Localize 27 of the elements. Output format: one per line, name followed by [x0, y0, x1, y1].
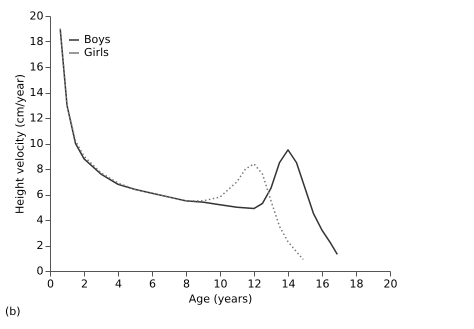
x-tick-label: 14	[282, 278, 296, 290]
x-tick-label: 16	[316, 278, 330, 290]
y-tick-label: 8	[36, 162, 44, 176]
x-tick-label: 0	[47, 278, 54, 290]
legend-label: Boys	[84, 33, 111, 46]
y-tick-label: 2	[36, 239, 44, 252]
y-tick-label: 10	[30, 137, 44, 150]
y-tick-label: 14	[30, 86, 44, 99]
x-tick-label: 6	[149, 278, 156, 290]
y-tick-label: 12	[30, 112, 44, 124]
x-tick-label: 2	[81, 278, 88, 290]
y-axis-title: Height velocity (cm/year)	[14, 74, 27, 214]
y-tick-label: 6	[36, 188, 44, 201]
x-tick-label: 4	[115, 278, 122, 290]
y-tick-label: 18	[30, 35, 44, 48]
y-tick-label: 20	[30, 10, 44, 22]
text: (b)	[5, 305, 21, 318]
legend-label: Girls	[84, 46, 110, 59]
x-tick-label: 18	[350, 278, 364, 290]
x-tick-label: 12	[248, 278, 262, 290]
y-tick-label: 4	[36, 214, 44, 226]
x-tick-label: 10	[214, 278, 228, 290]
y-tick-label: 0	[36, 264, 44, 278]
x-tick-label: 20	[384, 278, 398, 290]
x-axis-title: Age (years)	[188, 292, 252, 306]
y-tick-label: 16	[30, 60, 44, 74]
x-tick-label: 8	[183, 278, 190, 290]
